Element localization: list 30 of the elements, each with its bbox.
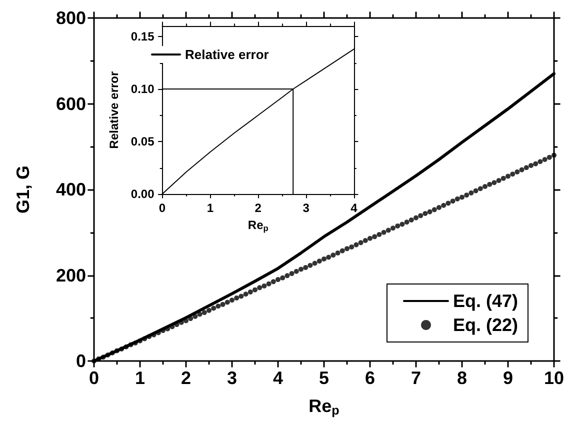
x-tick-label: 4 — [272, 368, 284, 388]
y-axis-title: G1, G — [13, 165, 33, 214]
y-tick-label: 400 — [56, 180, 86, 200]
y-tick-label: 0.10 — [130, 82, 155, 96]
x-tick-label: 0 — [88, 368, 100, 388]
y-tick-label: 0 — [76, 351, 86, 371]
x-tick-label: 7 — [410, 368, 422, 388]
x-tick-label: 5 — [318, 368, 330, 388]
legend-label: Relative error — [185, 47, 269, 62]
legend-label: Eq. (22) — [452, 315, 518, 335]
x-tick-label: 1 — [206, 201, 214, 215]
x-tick-label: 2 — [254, 201, 262, 215]
x-tick-label: 2 — [180, 368, 192, 388]
y-axis-title: Relative error — [107, 70, 121, 149]
x-tick-label: 3 — [302, 201, 310, 215]
y-tick-label: 0.05 — [130, 134, 155, 148]
x-tick-label: 8 — [456, 368, 468, 388]
y-tick-label: 0.00 — [130, 187, 155, 201]
legend-label: Eq. (47) — [452, 291, 518, 311]
x-tick-label: 10 — [544, 368, 564, 388]
y-tick-label: 0.15 — [130, 30, 155, 44]
x-tick-label: 6 — [364, 368, 376, 388]
y-tick-label: 600 — [56, 94, 86, 114]
x-tick-label: 4 — [350, 201, 358, 215]
x-tick-label: 3 — [226, 368, 238, 388]
x-tick-label: 9 — [502, 368, 514, 388]
y-tick-label: 800 — [56, 8, 86, 28]
x-tick-label: 0 — [158, 201, 166, 215]
y-tick-label: 200 — [56, 265, 86, 286]
x-tick-label: 1 — [134, 368, 146, 388]
